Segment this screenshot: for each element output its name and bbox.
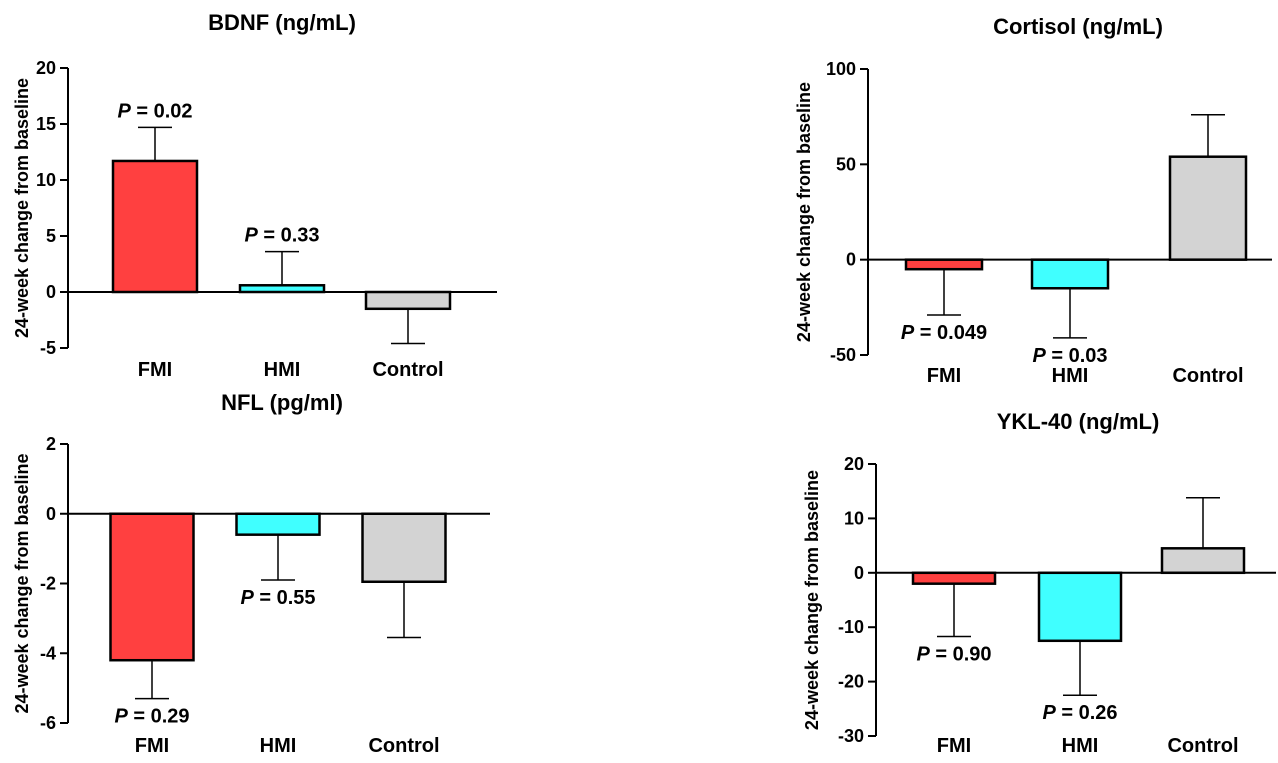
y-axis-label: 24-week change from baseline bbox=[802, 470, 822, 730]
p-value-annotation: P = 0.02 bbox=[117, 100, 192, 122]
y-tick-label: -30 bbox=[838, 726, 864, 746]
y-tick-label: 20 bbox=[36, 58, 56, 78]
x-category-label: Control bbox=[372, 359, 443, 381]
y-tick-label: 0 bbox=[46, 504, 56, 524]
x-category-label: HMI bbox=[260, 735, 297, 757]
bar-fmi bbox=[109, 512, 195, 662]
y-tick-label: -20 bbox=[838, 672, 864, 692]
y-tick-label: -5 bbox=[40, 338, 56, 358]
chart-title: YKL-40 (ng/mL) bbox=[997, 409, 1160, 434]
y-tick-label: -2 bbox=[40, 574, 56, 594]
bar-hmi bbox=[235, 512, 321, 536]
y-tick-label: -4 bbox=[40, 643, 56, 663]
y-axis-label: 24-week change from baseline bbox=[794, 82, 814, 342]
chart-panel-1: BDNF (ng/mL) 24-week change from baseline… bbox=[12, 10, 497, 381]
y-tick-label: 0 bbox=[854, 563, 864, 583]
y-tick-label: 15 bbox=[36, 114, 56, 134]
bar-hmi bbox=[1037, 571, 1123, 643]
y-tick-label: 20 bbox=[844, 454, 864, 474]
p-value-annotation: P = 0.03 bbox=[1032, 345, 1107, 367]
p-value-annotation: P = 0.049 bbox=[901, 322, 987, 344]
p-value-text: = 0.33 bbox=[258, 225, 320, 247]
y-tick-label: 0 bbox=[846, 250, 856, 270]
p-value-annotation: P = 0.55 bbox=[240, 587, 315, 609]
p-symbol: P bbox=[1032, 345, 1046, 367]
p-value-annotation: P = 0.26 bbox=[1042, 702, 1117, 724]
p-value-text: = 0.02 bbox=[131, 100, 193, 122]
p-value-text: = 0.29 bbox=[128, 706, 190, 728]
p-value-text: = 0.55 bbox=[254, 587, 316, 609]
p-value-annotation: P = 0.29 bbox=[114, 706, 189, 728]
bar-control bbox=[1160, 547, 1246, 575]
bar-hmi bbox=[238, 284, 326, 294]
bar-hmi bbox=[1030, 258, 1110, 290]
p-symbol: P bbox=[240, 587, 254, 609]
x-category-label: FMI bbox=[927, 365, 961, 387]
x-category-label: HMI bbox=[264, 359, 301, 381]
chart-panel-3: NFL (pg/ml) 24-week change from baseline 2… bbox=[12, 390, 490, 757]
p-symbol: P bbox=[244, 225, 258, 247]
x-category-label: Control bbox=[1172, 365, 1243, 387]
y-tick-label: 50 bbox=[836, 154, 856, 174]
x-category-label: Control bbox=[368, 735, 439, 757]
p-value-annotation: P = 0.33 bbox=[244, 225, 319, 247]
chart-title: NFL (pg/ml) bbox=[221, 390, 343, 415]
y-tick-label: 2 bbox=[46, 434, 56, 454]
y-tick-label: 10 bbox=[844, 508, 864, 528]
x-category-label: FMI bbox=[937, 735, 971, 757]
y-axis-label: 24-week change from baseline bbox=[12, 78, 32, 338]
bar-fmi bbox=[911, 571, 997, 585]
chart-panel-4: YKL-40 (ng/mL) 24-week change from baseli… bbox=[802, 409, 1276, 757]
chart-title: BDNF (ng/mL) bbox=[208, 10, 356, 35]
bar-fmi bbox=[904, 258, 984, 271]
p-symbol: P bbox=[901, 322, 915, 344]
x-category-label: FMI bbox=[135, 735, 169, 757]
y-tick-label: -50 bbox=[830, 345, 856, 365]
y-tick-label: 10 bbox=[36, 170, 56, 190]
p-value-text: = 0.90 bbox=[930, 643, 992, 665]
bar-control bbox=[364, 290, 452, 311]
y-tick-label: -6 bbox=[40, 713, 56, 733]
x-category-label: HMI bbox=[1052, 365, 1089, 387]
y-tick-label: 0 bbox=[46, 282, 56, 302]
y-tick-label: -10 bbox=[838, 617, 864, 637]
p-value-text: = 0.26 bbox=[1056, 702, 1118, 724]
p-symbol: P bbox=[114, 706, 128, 728]
y-tick-label: 5 bbox=[46, 226, 56, 246]
p-value-annotation: P = 0.90 bbox=[916, 643, 991, 665]
x-category-label: Control bbox=[1167, 735, 1238, 757]
x-category-label: FMI bbox=[138, 359, 172, 381]
p-symbol: P bbox=[1042, 702, 1056, 724]
bar-fmi bbox=[111, 159, 199, 294]
y-axis-label: 24-week change from baseline bbox=[12, 453, 32, 713]
bar-control bbox=[1168, 155, 1248, 261]
chart-panel-2: Cortisol (ng/mL) 24-week change from base… bbox=[794, 14, 1272, 387]
p-symbol: P bbox=[916, 643, 930, 665]
p-value-text: = 0.03 bbox=[1046, 345, 1108, 367]
p-symbol: P bbox=[117, 100, 131, 122]
chart-title: Cortisol (ng/mL) bbox=[993, 14, 1163, 39]
p-value-text: = 0.049 bbox=[914, 322, 987, 344]
bar-control bbox=[361, 512, 447, 584]
y-tick-label: 100 bbox=[826, 59, 856, 79]
x-category-label: HMI bbox=[1062, 735, 1099, 757]
